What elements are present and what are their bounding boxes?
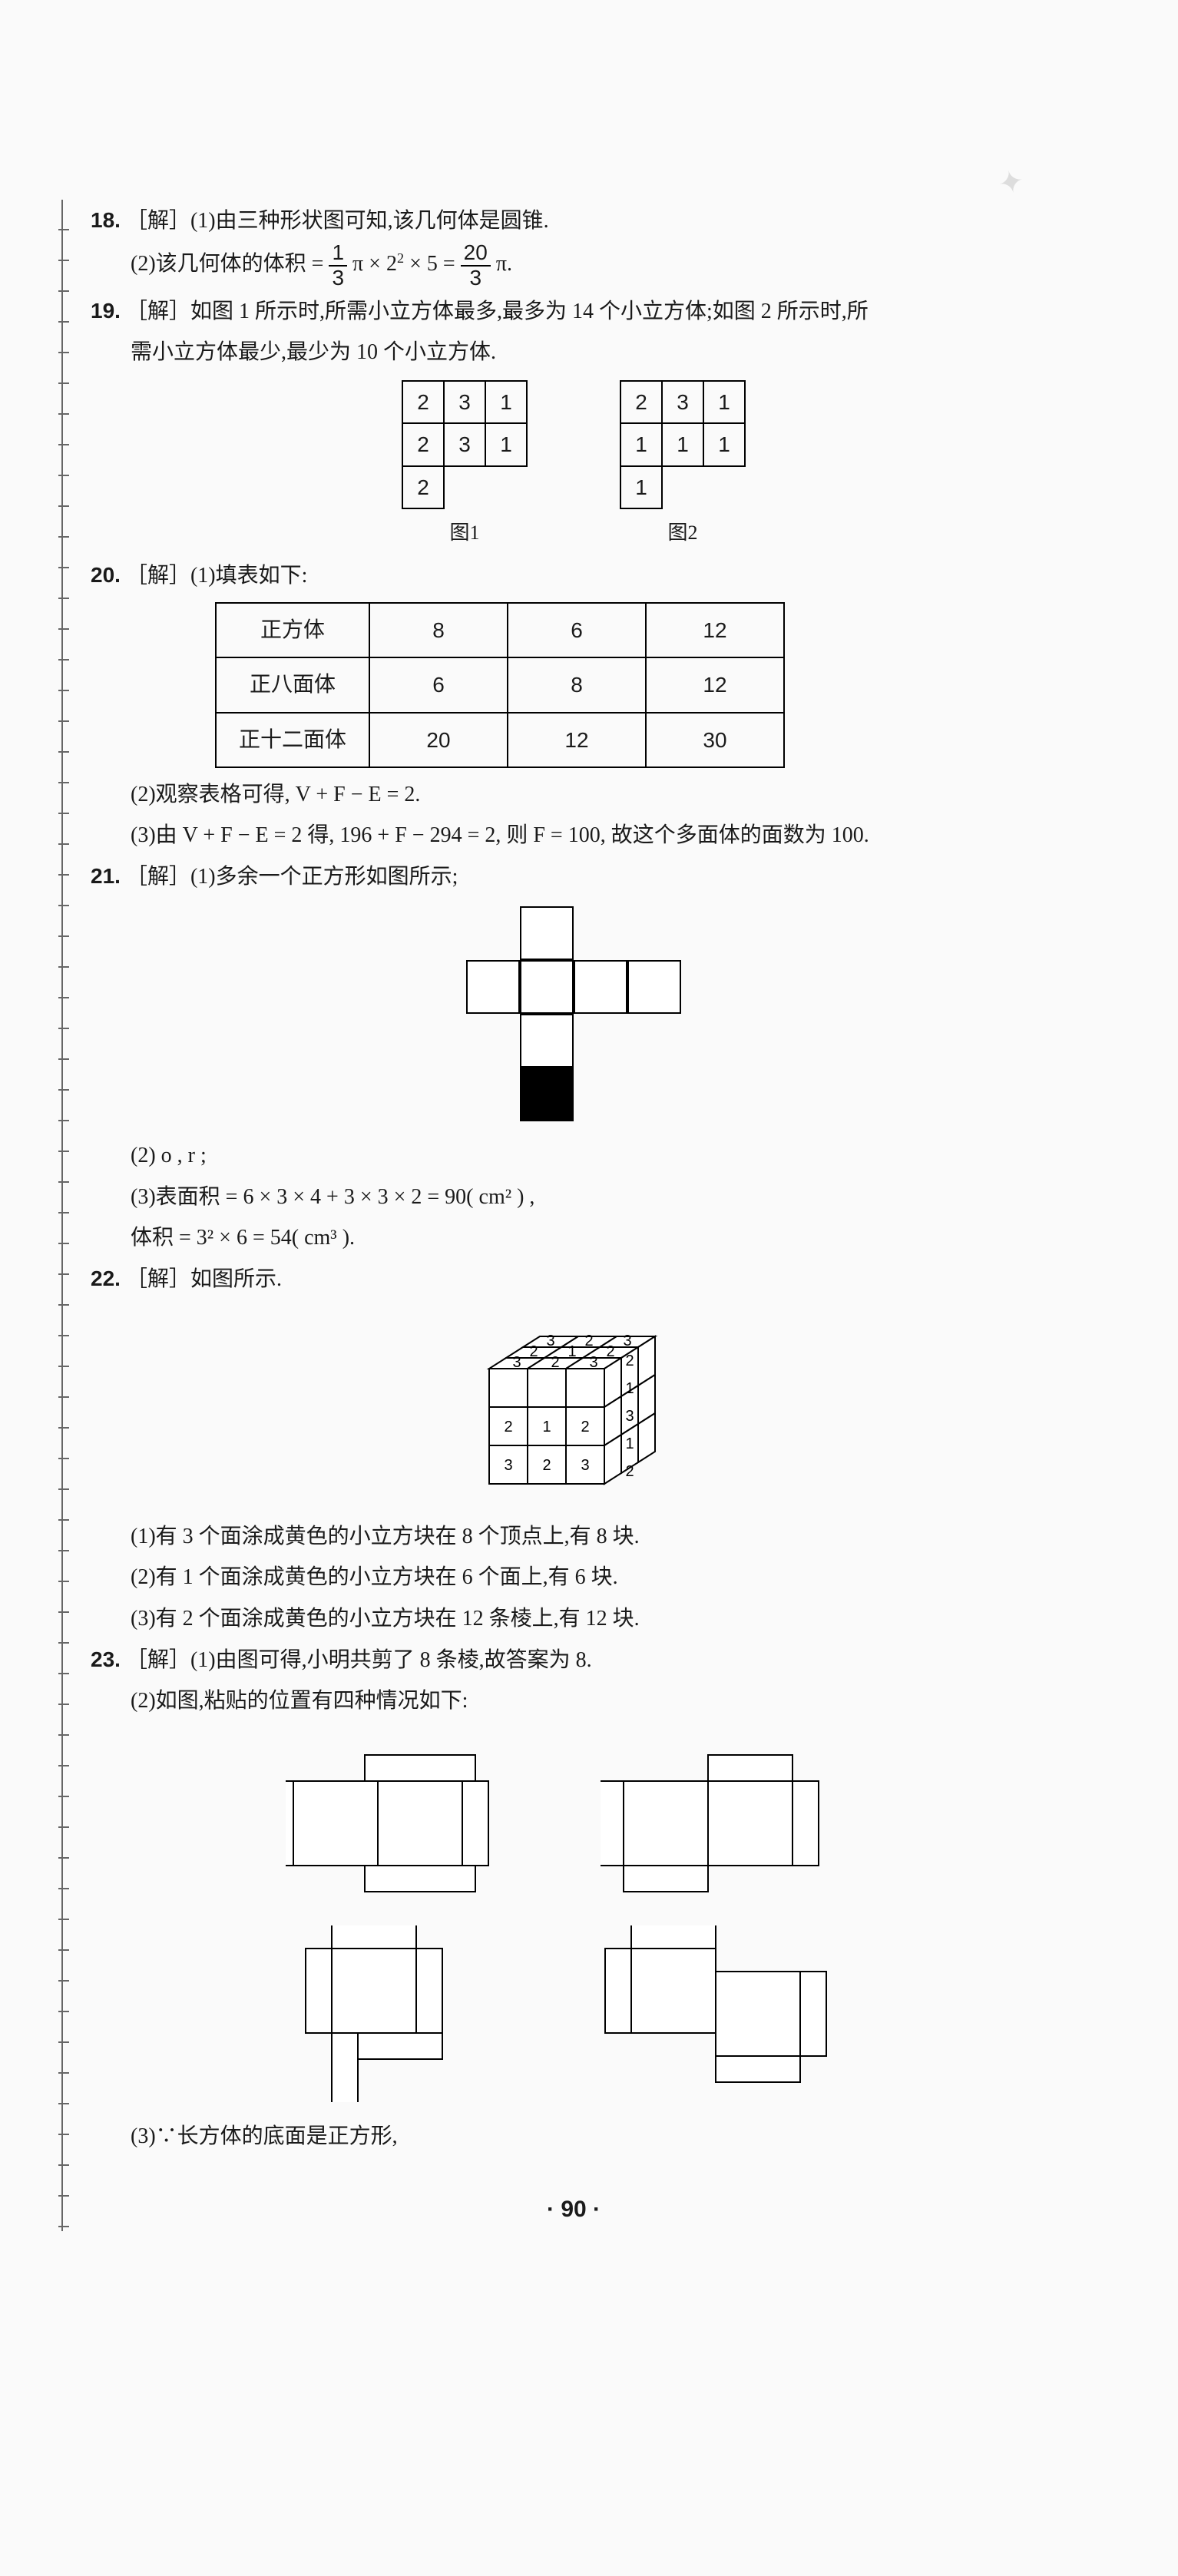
q23-line3: (3)∵长方体的底面是正方形, (131, 2116, 1070, 2157)
svg-text:2: 2 (581, 1419, 589, 1435)
svg-text:2: 2 (625, 1463, 634, 1480)
page-number: 90 (77, 2187, 1070, 2231)
q21-line4: 体积 = 3² × 6 = 54( cm³ ). (131, 1217, 1070, 1258)
q22-line2: (1)有 3 个面涂成黄色的小立方块在 8 个顶点上,有 8 块. (131, 1516, 1070, 1557)
q20-line1: 20. ［解］(1)填表如下: (91, 555, 1070, 596)
svg-text:3: 3 (625, 1408, 634, 1425)
fraction-1-3: 13 (329, 241, 347, 290)
svg-text:1: 1 (625, 1380, 634, 1397)
cube-3d-figure: 32321232321232321312 (77, 1306, 1070, 1505)
grid-2: 2311111 (620, 380, 746, 509)
binding-ruler (61, 200, 63, 2231)
q22-line3: (2)有 1 个面涂成黄色的小立方块在 6 个面上,有 6 块. (131, 1557, 1070, 1598)
net-1 (286, 1735, 547, 1912)
net-2 (601, 1735, 862, 1912)
q23-number: 23. (91, 1647, 121, 1671)
svg-text:3: 3 (581, 1457, 589, 1474)
q20-line2: (2)观察表格可得, V + F − E = 2. (131, 774, 1070, 815)
q18-text1: ［解］(1)由三种形状图可知,该几何体是圆锥. (126, 209, 549, 233)
q22-line4: (3)有 2 个面涂成黄色的小立方块在 12 条棱上,有 12 块. (131, 1598, 1070, 1639)
q20-number: 20. (91, 563, 121, 587)
caption-1: 图1 (402, 514, 528, 551)
q22-number: 22. (91, 1266, 121, 1290)
q21-line1: 21. ［解］(1)多余一个正方形如图所示; (91, 856, 1070, 897)
q19-line2: 需小立方体最少,最少为 10 个小立方体. (131, 332, 1070, 372)
q23-line2: (2)如图,粘贴的位置有四种情况如下: (131, 1680, 1070, 1721)
svg-text:2: 2 (625, 1353, 634, 1369)
svg-text:3: 3 (504, 1457, 512, 1474)
q19-grids: 2312312 图1 2311111 图2 (77, 380, 1070, 551)
svg-text:2: 2 (542, 1457, 551, 1474)
net-3 (286, 1925, 547, 2102)
svg-text:1: 1 (542, 1419, 551, 1435)
grid-1: 2312312 (402, 380, 528, 509)
q20-line3: (3)由 V + F − E = 2 得, 196 + F − 294 = 2,… (131, 815, 1070, 856)
cube-net-figure (77, 906, 1070, 1121)
q23-nets-row2 (77, 1925, 1070, 2102)
net-4 (601, 1925, 862, 2102)
q21-number: 21. (91, 864, 121, 888)
q19-line1: 19. ［解］如图 1 所示时,所需小立方体最多,最多为 14 个小立方体;如图… (91, 290, 1070, 332)
q18-line2: (2)该几何体的体积 = 13 π × 22 × 5 = 203 π. (131, 241, 1070, 290)
euler-table: 正方体8612正八面体6812正十二面体201230 (215, 602, 785, 768)
q18-number: 18. (91, 208, 121, 232)
q21-line3: (3)表面积 = 6 × 3 × 4 + 3 × 3 × 2 = 90( cm²… (131, 1177, 1070, 1217)
q22-line1: 22. ［解］如图所示. (91, 1258, 1070, 1300)
page-content: ✦ 18. ［解］(1)由三种形状图可知,该几何体是圆锥. (2)该几何体的体积… (77, 200, 1070, 2231)
q23-nets-row1 (77, 1735, 1070, 1912)
q21-line2: (2) o , r ; (131, 1135, 1070, 1176)
caption-2: 图2 (620, 514, 746, 551)
q19-number: 19. (91, 299, 121, 323)
q18-line1: 18. ［解］(1)由三种形状图可知,该几何体是圆锥. (91, 200, 1070, 241)
q23-line1: 23. ［解］(1)由图可得,小明共剪了 8 条棱,故答案为 8. (91, 1639, 1070, 1680)
svg-text:1: 1 (625, 1435, 634, 1452)
fraction-20-3: 203 (461, 241, 491, 290)
svg-text:2: 2 (504, 1419, 512, 1435)
